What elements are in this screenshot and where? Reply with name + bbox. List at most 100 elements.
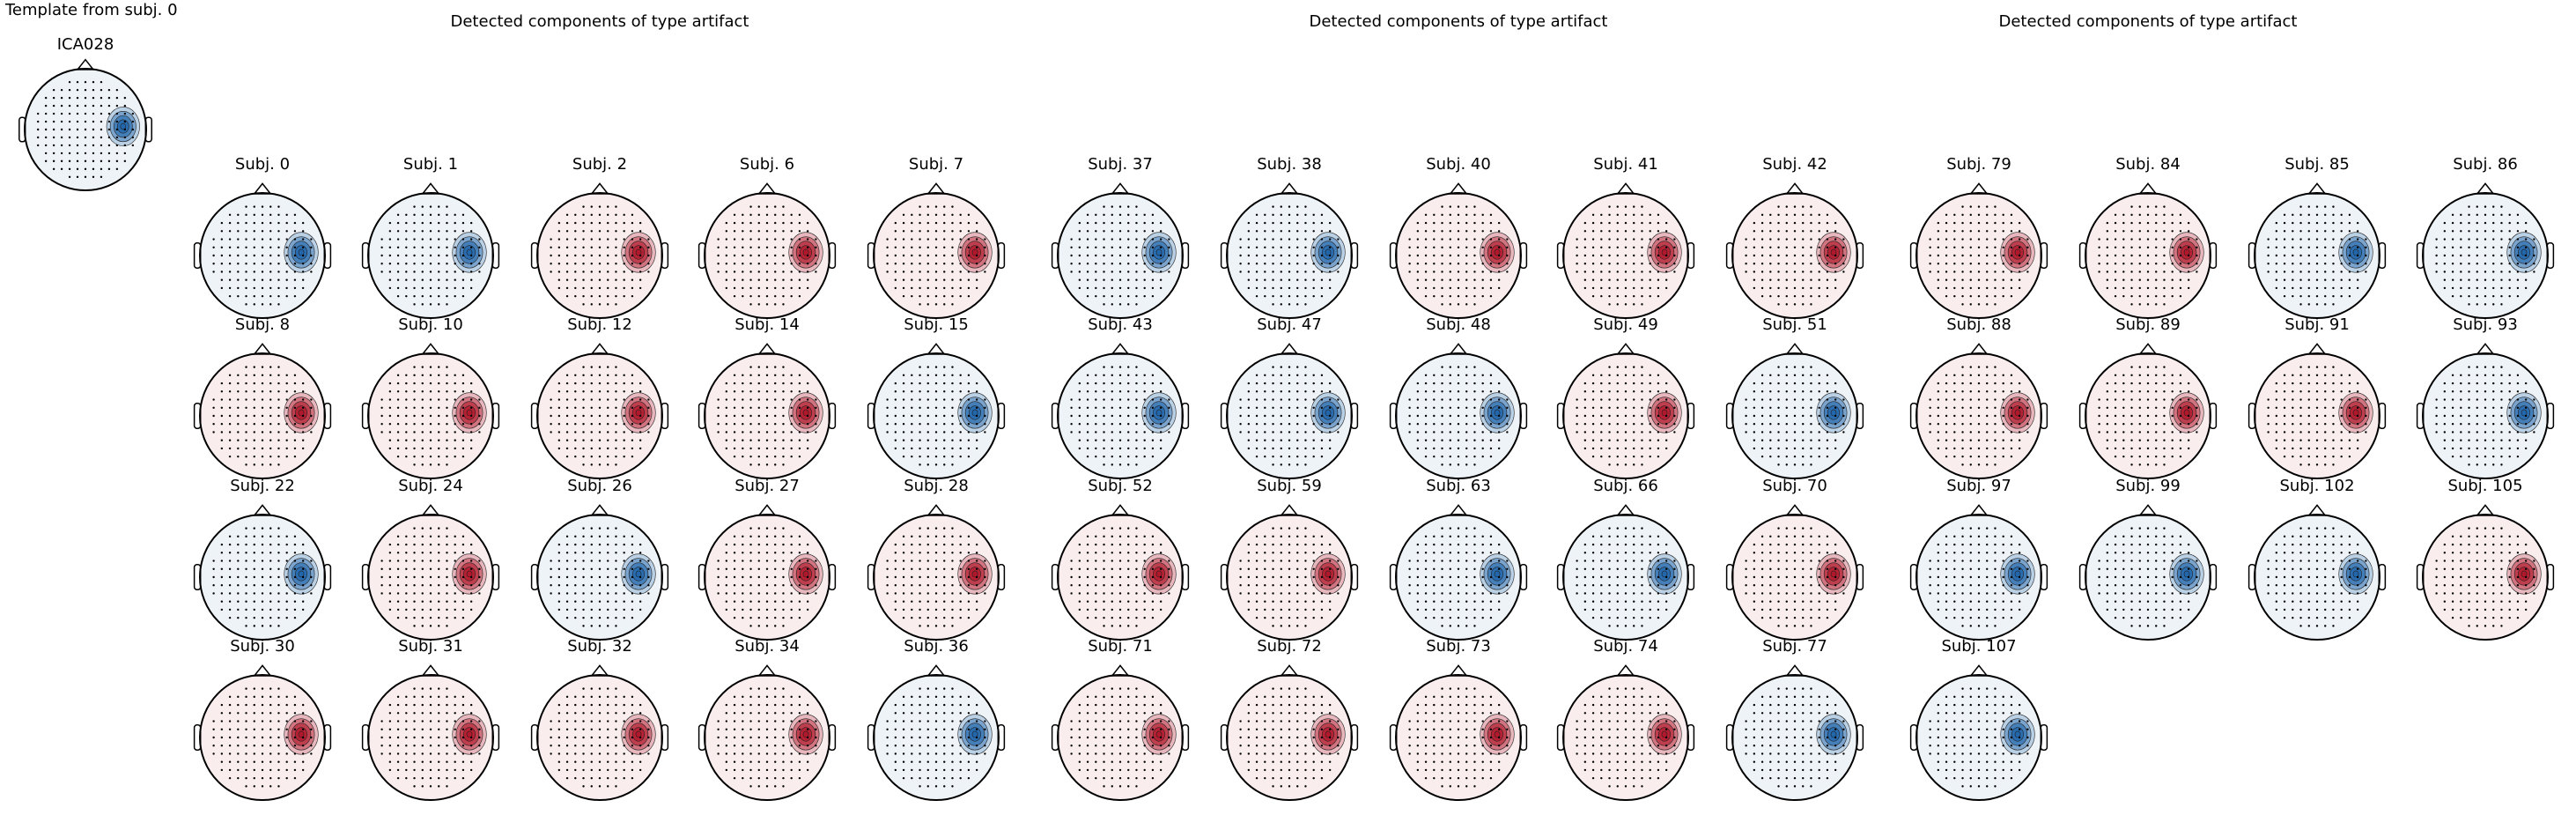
sensor [1280,567,1282,570]
sensor [565,398,569,401]
sensor [293,431,297,434]
sensor [1111,246,1113,248]
sensor [911,535,913,538]
sensor [1441,552,1443,554]
sensor [237,567,240,570]
sensor [469,238,473,241]
sensor [798,439,801,441]
sensor [565,390,569,393]
sensor [1103,406,1105,409]
sensor [1433,286,1436,290]
sensor [1473,463,1476,466]
sensor [749,785,752,788]
sensor [623,776,625,780]
sensor [269,552,272,554]
sensor [429,221,432,225]
sensor [557,608,561,611]
sensor [413,745,416,747]
sensor [765,600,769,603]
sensor [1272,263,1274,265]
sensor [269,213,272,217]
sensor [1826,455,1829,458]
sensor [405,567,408,570]
sensor [1255,552,1258,554]
sensor [261,703,264,707]
sensor [1785,205,1788,208]
sensor [638,543,642,546]
sensor [717,736,720,739]
sensor [1264,221,1266,225]
sensor [421,745,424,747]
sensor [123,159,127,163]
head-outline [199,674,326,801]
sensor [1247,439,1251,441]
sensor [1280,616,1282,619]
sensor [934,423,938,426]
sensor [607,575,609,579]
sensor [934,278,938,281]
sensor [1288,366,1291,368]
sensor [1793,463,1797,466]
sensor [438,366,440,368]
sensor [647,254,650,257]
sensor [285,745,288,747]
sensor [582,414,585,418]
sensor [469,270,473,273]
sensor [765,785,769,788]
sensor [1424,374,1428,377]
sensor [1633,246,1635,248]
sensor [1118,552,1122,554]
sensor [380,246,383,248]
sensor [765,398,769,401]
sensor [1288,535,1291,538]
sensor [733,736,736,739]
sensor [1793,230,1797,233]
sensor [1288,374,1291,377]
sensor [951,712,954,715]
sensor [285,431,288,434]
sensor [790,374,793,377]
sensor [44,144,48,147]
sensor [438,695,440,699]
sensor [1664,278,1668,281]
sensor [926,398,929,401]
sensor [638,230,642,233]
sensor [1657,398,1660,401]
sensor [1424,406,1428,409]
sensor [631,246,634,248]
sensor [984,560,986,562]
sensor [647,246,650,248]
sensor [598,752,602,755]
sensor [765,567,769,570]
sensor [380,398,383,401]
sensor [959,230,962,233]
sensor [590,414,593,418]
sensor [1247,560,1251,562]
sensor [421,552,424,554]
topomap [1556,182,1695,319]
sensor [1793,455,1797,458]
sensor [454,760,456,763]
sensor [413,695,416,699]
sensor [396,213,400,217]
sensor [1143,238,1146,241]
sensor [782,552,785,554]
sensor [631,535,634,538]
sensor [1103,278,1105,281]
sensor [774,398,777,401]
sensor [1255,567,1258,570]
subject-label: Subj. 22 [230,477,295,495]
sensor [967,736,971,739]
sensor [598,695,602,699]
sensor [790,414,793,418]
sensor [1657,246,1660,248]
sensor [1769,213,1772,217]
sensor [590,695,593,699]
topomap [1220,504,1359,641]
sensor [261,608,264,611]
sensor [902,752,905,755]
sensor [1649,270,1651,273]
sensor [1320,535,1324,538]
sensor [742,703,744,707]
sensor [733,720,736,723]
